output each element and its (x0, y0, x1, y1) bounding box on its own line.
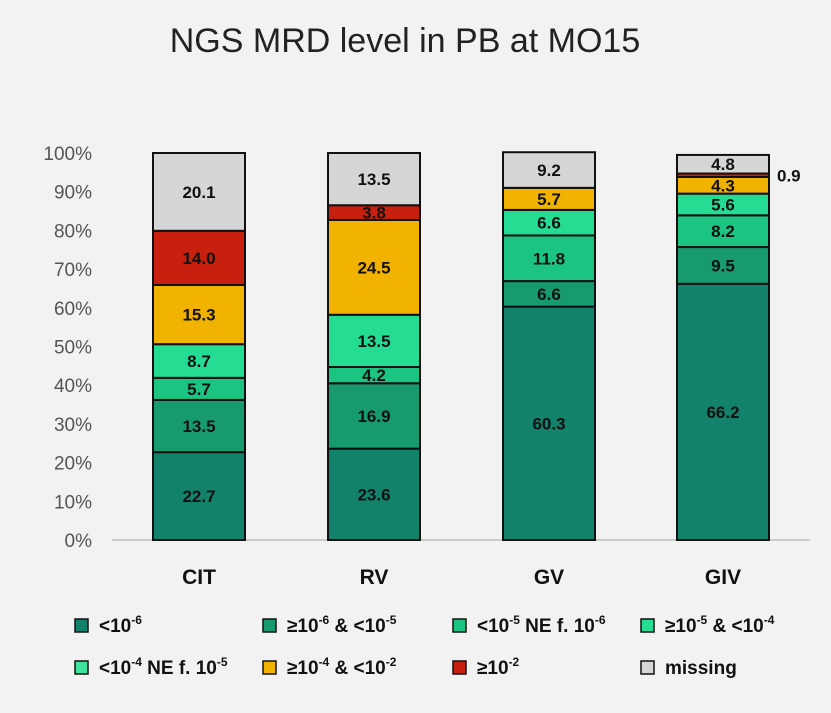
x-tick-label: CIT (182, 566, 216, 589)
legend-swatch (640, 618, 655, 633)
data-label: 8.2 (711, 222, 735, 241)
data-label: 20.1 (182, 183, 215, 202)
legend-label: <10-6​ (99, 613, 142, 637)
legend-item: <10-5​ NE f. 10-6​ (452, 613, 606, 637)
data-label: 23.6 (357, 485, 390, 504)
data-label: 16.9 (357, 407, 390, 426)
legend-swatch (640, 660, 655, 675)
bar-segment (152, 283, 246, 346)
data-label: 24.5 (357, 258, 390, 277)
bar-segment (152, 451, 246, 541)
bar-segment (327, 313, 421, 369)
x-tick-label: GV (534, 566, 564, 589)
legend-label: ≥10-5​ & <10-4​ (665, 613, 775, 637)
data-label: 9.5 (711, 256, 735, 275)
legend-label: ≥10-4​ & <10-2​ (287, 655, 397, 679)
legend-swatch (74, 618, 89, 633)
y-tick-label: 70% (54, 260, 92, 281)
y-tick-label: 60% (54, 299, 92, 320)
bar-segment (152, 152, 246, 232)
legend-label: ≥10-6​ & <10-5​ (287, 613, 397, 637)
legend-swatch (74, 660, 89, 675)
data-label: 5.7 (537, 190, 561, 209)
bar-segment (502, 234, 596, 283)
legend: <10-6​ ≥10-6​ & <10-5​ <10-5​ NE f. 10-6​ ≥… (74, 613, 775, 679)
data-label: 4.8 (711, 155, 735, 174)
data-label: 13.5 (182, 417, 215, 436)
legend-label: missing (665, 658, 737, 679)
data-label: 4.3 (711, 176, 735, 195)
bar-gv: 60.3 6.6 11.8 6.6 5.7 9.2 (502, 151, 596, 541)
y-tick-label: 30% (54, 415, 92, 436)
legend-swatch (452, 618, 467, 633)
bar-segment (152, 229, 246, 286)
legend-item: ≥10-2​ (452, 655, 520, 679)
data-label: 11.8 (533, 249, 565, 268)
data-label: 5.7 (187, 380, 211, 399)
bar-segment (502, 208, 596, 237)
x-axis: CIT RV GV GIV (182, 566, 741, 589)
data-label: 8.7 (187, 352, 211, 371)
data-label: 6.6 (537, 285, 561, 304)
legend-item: <10-6​ (74, 613, 142, 637)
data-label: 22.7 (182, 487, 215, 506)
bar-giv: 66.2 9.5 8.2 5.64.3 4.8 (676, 153, 770, 541)
bar-segment (676, 153, 770, 175)
data-label: 4.2 (362, 366, 386, 385)
y-tick-label: 100% (43, 144, 92, 165)
y-axis: 0% 10% 20% 30% 40% 50% 60% 70% 80% 90% 100% (43, 144, 810, 552)
legend-item: ≥10-5​ & <10-4​ (640, 613, 775, 637)
data-label: 15.3 (182, 306, 215, 325)
data-label: 6.6 (537, 214, 561, 233)
x-tick-label: RV (360, 566, 389, 589)
y-tick-label: 20% (54, 454, 92, 475)
bars: 22.7 13.5 5.7 8.7 15.3 14.0 20.1 23.6 16.9 4.2 13.… (152, 151, 801, 541)
legend-swatch (262, 618, 277, 633)
legend-label: ≥10-2​ (477, 655, 520, 679)
y-tick-label: 10% (54, 492, 92, 513)
legend-item: ≥10-4​ & <10-2​ (262, 655, 397, 679)
legend-item: ≥10-6​ & <10-5​ (262, 613, 397, 637)
y-tick-label: 80% (54, 221, 92, 242)
legend-label: <10-5​ NE f. 10-6​ (477, 613, 606, 637)
data-label: 5.6 (711, 195, 735, 214)
chart-title: NGS MRD level in PB at MO15 (170, 22, 640, 60)
data-label: 66.2 (706, 403, 739, 422)
bar-segment (327, 382, 421, 450)
y-tick-label: 50% (54, 338, 92, 359)
data-label: 13.5 (357, 332, 390, 351)
legend-swatch (452, 660, 467, 675)
y-tick-label: 40% (54, 376, 92, 397)
x-tick-label: GIV (705, 566, 741, 589)
legend-item: missing (640, 658, 737, 679)
y-tick-label: 90% (54, 183, 92, 204)
data-label: 13.5 (357, 170, 390, 189)
bar-segment (502, 151, 596, 189)
y-tick-label: 0% (65, 531, 93, 552)
bar-rv: 23.6 16.9 4.2 13.5 24.5 3.8 13.5 (327, 152, 421, 541)
legend-swatch (262, 660, 277, 675)
bar-cit: 22.7 13.5 5.7 8.7 15.3 14.0 20.1 (152, 152, 246, 541)
data-label: 3.8 (362, 204, 386, 223)
annotation-label: 0.9 (777, 166, 801, 185)
data-label: 60.3 (532, 414, 565, 433)
data-label: 14.0 (182, 249, 215, 268)
bar-segment (502, 305, 596, 541)
legend-label: <10-4​ NE f. 10-5​ (99, 655, 228, 679)
legend-item: <10-4​ NE f. 10-5​ (74, 655, 228, 679)
bar-segment (676, 214, 770, 249)
bar-segment (327, 152, 421, 207)
bar-segment (152, 398, 246, 454)
data-label: 9.2 (537, 161, 561, 180)
